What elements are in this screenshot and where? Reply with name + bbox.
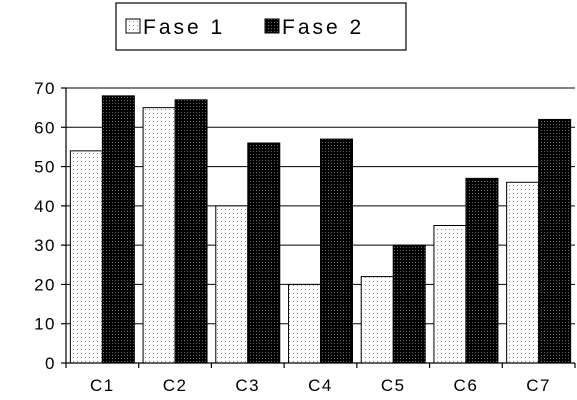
x-tick-label: C3 [235,376,260,395]
bar-fase-2-c5 [392,244,426,364]
x-tick-label: C1 [90,376,115,395]
y-tick-label: 30 [34,236,56,255]
y-tick-label: 0 [45,354,56,373]
bar-fase-2-c6 [465,177,499,364]
x-tick-label: C6 [454,376,479,395]
legend-box [115,2,407,51]
legend-label-fase-2: Fase 2 [282,16,364,39]
bar-fase-2-c1 [101,95,135,364]
x-tick-label: C2 [163,376,188,395]
bars [69,95,572,364]
y-tick-label: 20 [34,275,56,294]
bar-fase-1-c7 [506,181,540,364]
bar-fase-1-c4 [288,283,321,364]
y-tick-label: 10 [34,315,56,334]
bar-fase-1-c5 [360,276,394,364]
bar-fase-2-c4 [320,138,353,364]
legend-swatch-fase-1 [125,18,141,34]
bar-fase-2-c2 [174,99,208,364]
bar-fase-1-c6 [433,225,467,364]
legend-swatch-fase-2 [264,18,280,34]
bar-fase-1-c1 [69,150,103,364]
y-axis-ticks: 0 10 20 30 40 50 60 70 [34,79,66,373]
bar-fase-2-c3 [247,142,281,364]
x-tick-label: C5 [381,376,406,395]
bar-fase-2-c7 [538,118,572,364]
legend: Fase 1 Fase 2 [115,2,407,51]
x-axis-ticks: C1 C2 C3 C4 C5 C6 C7 [65,363,576,395]
bar-fase-1-c3 [215,205,249,364]
x-tick-label: C4 [308,376,333,395]
bar-fase-1-c2 [142,107,176,364]
y-tick-label: 60 [34,118,56,137]
y-tick-label: 70 [34,79,56,98]
y-tick-label: 50 [34,158,56,177]
legend-label-fase-1: Fase 1 [143,16,225,39]
x-tick-label: C7 [526,376,551,395]
y-tick-label: 40 [34,197,56,216]
